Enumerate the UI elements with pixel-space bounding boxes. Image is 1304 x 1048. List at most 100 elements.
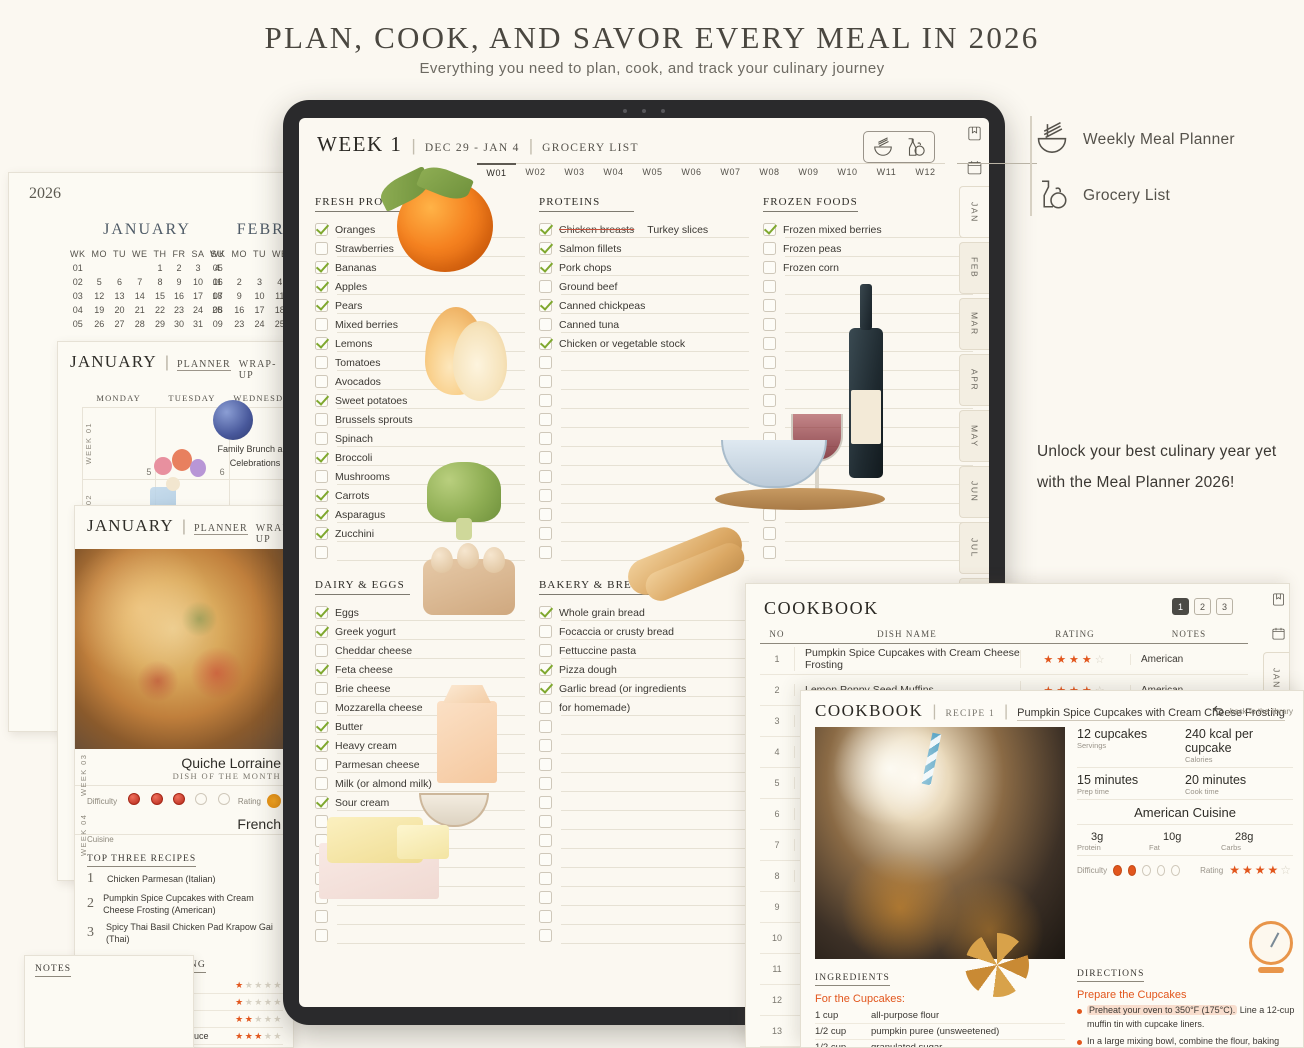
checkbox[interactable] bbox=[539, 356, 552, 369]
list-item[interactable]: Frozen corn bbox=[763, 257, 973, 276]
list-item[interactable]: Sour cream bbox=[315, 792, 525, 811]
checkbox[interactable] bbox=[539, 223, 552, 236]
checkbox[interactable] bbox=[315, 720, 328, 733]
list-item[interactable] bbox=[763, 466, 973, 485]
checkbox[interactable] bbox=[763, 413, 776, 426]
checkbox[interactable] bbox=[539, 644, 552, 657]
checkbox[interactable] bbox=[315, 242, 328, 255]
checkbox[interactable] bbox=[539, 758, 552, 771]
list-item[interactable]: Spinach bbox=[315, 428, 525, 447]
checkbox[interactable] bbox=[763, 375, 776, 388]
checkbox[interactable] bbox=[539, 872, 552, 885]
difficulty-dot[interactable] bbox=[1156, 864, 1166, 876]
list-item[interactable] bbox=[539, 716, 749, 735]
checkbox[interactable] bbox=[539, 853, 552, 866]
list-item[interactable] bbox=[763, 371, 973, 390]
week-tab-w03[interactable]: W03 bbox=[555, 163, 594, 182]
list-item[interactable]: Bananas bbox=[315, 257, 525, 276]
checkbox[interactable] bbox=[315, 489, 328, 502]
checkbox[interactable] bbox=[539, 261, 552, 274]
checkbox[interactable] bbox=[315, 451, 328, 464]
list-item[interactable] bbox=[763, 504, 973, 523]
week-tab-w05[interactable]: W05 bbox=[633, 163, 672, 182]
list-item[interactable] bbox=[539, 485, 749, 504]
checkbox[interactable] bbox=[539, 682, 552, 695]
checkbox[interactable] bbox=[763, 508, 776, 521]
notes-page[interactable]: NOTES bbox=[24, 955, 194, 1048]
checkbox[interactable] bbox=[315, 508, 328, 521]
list-item[interactable] bbox=[539, 409, 749, 428]
star-rating[interactable]: ★★★★★ bbox=[235, 979, 283, 990]
month-tab-mar[interactable]: MAR bbox=[959, 298, 989, 350]
list-item[interactable] bbox=[539, 925, 749, 944]
list-item[interactable]: Sweet potatoes bbox=[315, 390, 525, 409]
checkbox[interactable] bbox=[539, 720, 552, 733]
checkbox[interactable] bbox=[539, 508, 552, 521]
list-item[interactable] bbox=[539, 390, 749, 409]
list-item[interactable] bbox=[315, 887, 525, 906]
list-item[interactable]: for homemade) bbox=[539, 697, 749, 716]
list-item[interactable]: Canned tuna bbox=[539, 314, 749, 333]
checkbox[interactable] bbox=[539, 834, 552, 847]
checkbox[interactable] bbox=[315, 337, 328, 350]
list-item[interactable]: Eggs bbox=[315, 602, 525, 621]
list-item[interactable] bbox=[763, 333, 973, 352]
checkbox[interactable] bbox=[539, 929, 552, 942]
checkbox[interactable] bbox=[539, 375, 552, 388]
difficulty-dot[interactable] bbox=[1142, 864, 1151, 876]
list-item[interactable]: Frozen mixed berries bbox=[763, 219, 973, 238]
list-item[interactable]: Ground beef bbox=[539, 276, 749, 295]
list-item[interactable] bbox=[539, 811, 749, 830]
list-item[interactable] bbox=[539, 466, 749, 485]
legend-item-grocery-list[interactable]: Grocery List bbox=[1035, 168, 1304, 224]
checkbox[interactable] bbox=[315, 796, 328, 809]
checkbox[interactable] bbox=[539, 910, 552, 923]
week-tab-w12[interactable]: W12 bbox=[906, 163, 945, 182]
breadcrumb-planner[interactable]: PLANNER bbox=[176, 359, 231, 371]
checkbox[interactable] bbox=[539, 606, 552, 619]
checkbox[interactable] bbox=[763, 470, 776, 483]
list-item[interactable] bbox=[315, 925, 525, 944]
checkbox[interactable] bbox=[763, 489, 776, 502]
checkbox[interactable] bbox=[315, 394, 328, 407]
checkbox[interactable] bbox=[539, 796, 552, 809]
list-item[interactable]: Greek yogurt bbox=[315, 621, 525, 640]
list-item[interactable]: Apples bbox=[315, 276, 525, 295]
checkbox[interactable] bbox=[315, 910, 328, 923]
page-button-2[interactable]: 2 bbox=[1194, 598, 1211, 615]
checkbox[interactable] bbox=[315, 413, 328, 426]
calendar-icon[interactable] bbox=[959, 152, 989, 182]
week-tab-w07[interactable]: W07 bbox=[711, 163, 750, 182]
difficulty-dot[interactable] bbox=[173, 793, 185, 805]
checkbox[interactable] bbox=[315, 606, 328, 619]
list-item[interactable] bbox=[539, 352, 749, 371]
list-item[interactable]: Milk (or almond milk) bbox=[315, 773, 525, 792]
month-tab-may[interactable]: MAY bbox=[959, 410, 989, 462]
list-item[interactable]: 3 Spicy Thai Basil Chicken Pad Krapow Ga… bbox=[87, 921, 283, 945]
difficulty-dot[interactable] bbox=[1127, 864, 1137, 876]
list-item[interactable] bbox=[539, 792, 749, 811]
week-tab-w10[interactable]: W10 bbox=[828, 163, 867, 182]
list-item[interactable]: Mixed berries bbox=[315, 314, 525, 333]
list-item[interactable]: Fettuccine pasta bbox=[539, 640, 749, 659]
list-item[interactable] bbox=[763, 390, 973, 409]
list-item[interactable]: 1 Chicken Parmesan (Italian) bbox=[87, 871, 283, 887]
list-item[interactable]: Pizza dough bbox=[539, 659, 749, 678]
list-item[interactable]: Mushrooms bbox=[315, 466, 525, 485]
recipe-detail-panel[interactable]: COOKBOOK | RECIPE 1 | Pumpkin Spice Cupc… bbox=[800, 690, 1304, 1048]
list-item[interactable] bbox=[763, 523, 973, 542]
list-item[interactable] bbox=[539, 523, 749, 542]
month-tab-feb[interactable]: FEB bbox=[959, 242, 989, 294]
cookbook-pagination[interactable]: 1 2 3 bbox=[1172, 598, 1233, 615]
list-item[interactable] bbox=[763, 276, 973, 295]
month-tab-jan[interactable]: JAN bbox=[959, 186, 989, 238]
checkbox[interactable] bbox=[315, 834, 328, 847]
legend-item-weekly-meal-planner[interactable]: Weekly Meal Planner bbox=[1035, 112, 1304, 168]
list-item[interactable] bbox=[539, 773, 749, 792]
checkbox[interactable] bbox=[539, 299, 552, 312]
list-item[interactable]: Parmesan cheese bbox=[315, 754, 525, 773]
back-to-library-button[interactable]: back to the library bbox=[1212, 704, 1293, 719]
list-item[interactable]: Feta cheese bbox=[315, 659, 525, 678]
week-tab-w04[interactable]: W04 bbox=[594, 163, 633, 182]
checkbox[interactable] bbox=[763, 299, 776, 312]
